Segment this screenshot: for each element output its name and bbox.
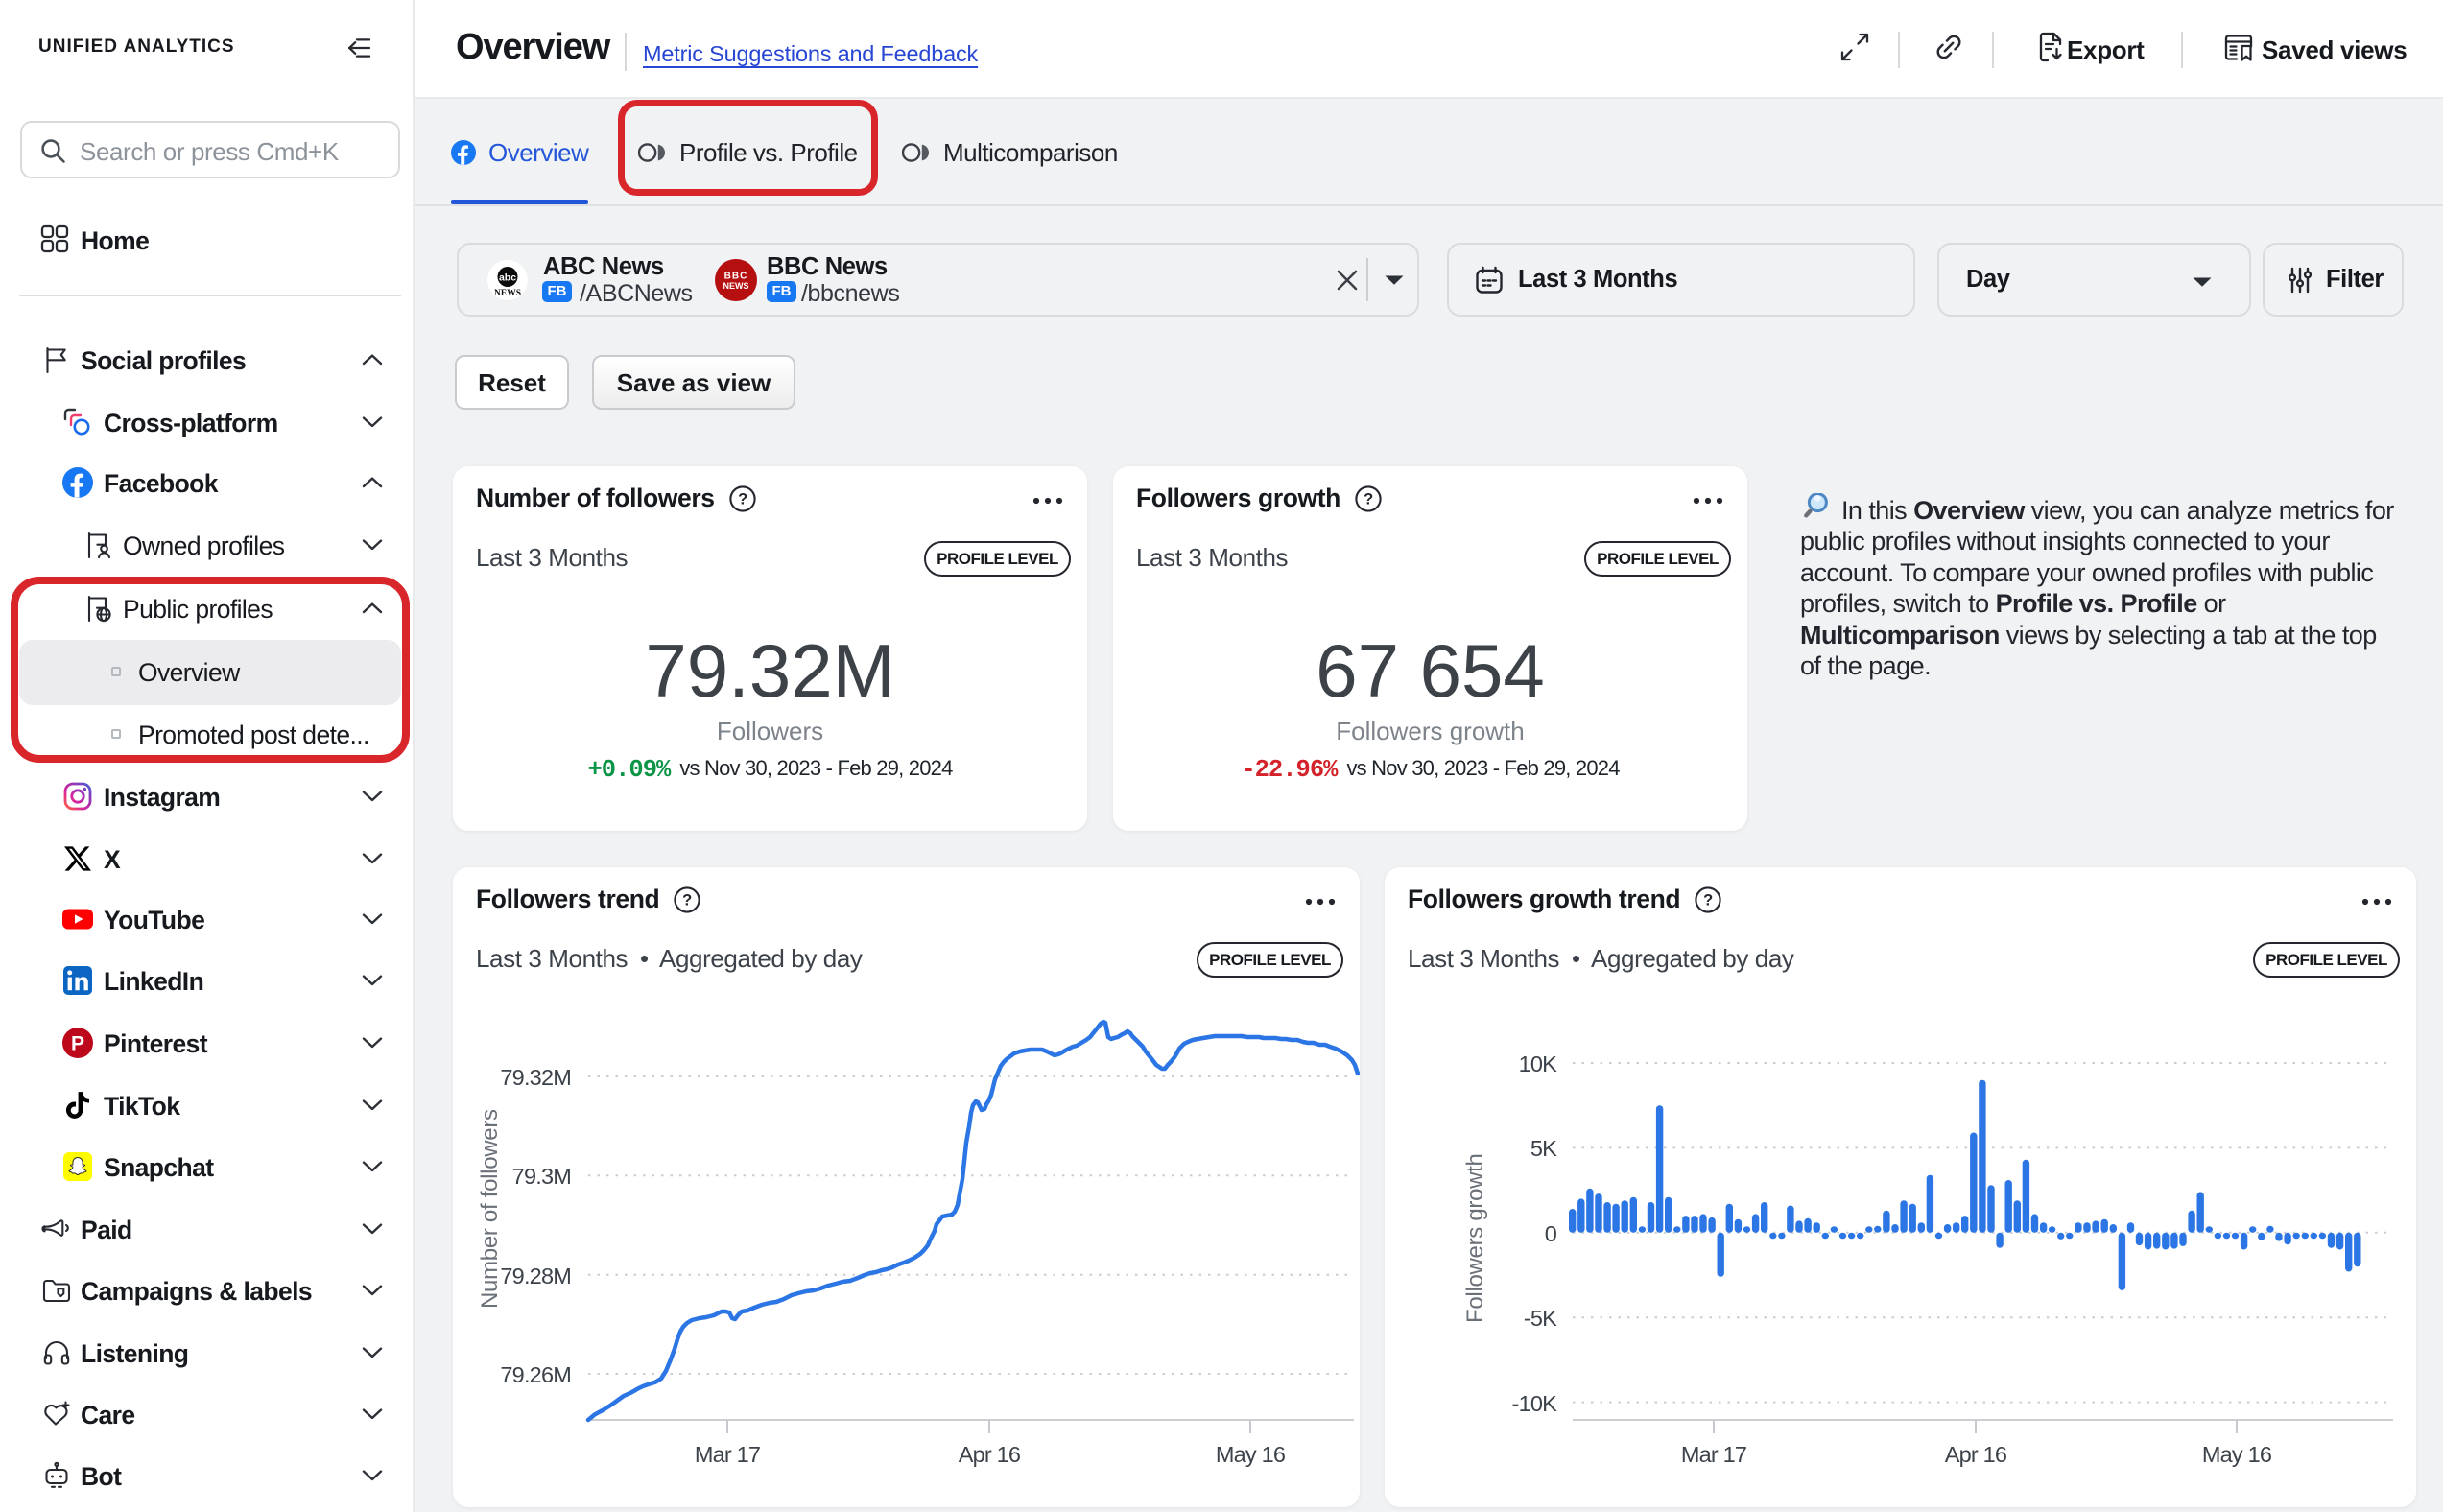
svg-text:Mar 17: Mar 17 bbox=[695, 1442, 760, 1467]
svg-text:Followers growth: Followers growth bbox=[1462, 1153, 1488, 1323]
svg-text:?: ? bbox=[738, 490, 747, 508]
svg-text:79.28M: 79.28M bbox=[500, 1264, 571, 1288]
svg-text:0: 0 bbox=[1545, 1221, 1557, 1246]
svg-text:Apr 16: Apr 16 bbox=[1945, 1442, 2007, 1467]
svg-text:Apr 16: Apr 16 bbox=[959, 1442, 1021, 1467]
svg-text:abc: abc bbox=[499, 272, 516, 284]
svg-text:Mar 17: Mar 17 bbox=[1681, 1442, 1746, 1467]
svg-text:5K: 5K bbox=[1530, 1136, 1557, 1161]
svg-text:Number of followers: Number of followers bbox=[477, 1109, 503, 1309]
svg-text:?: ? bbox=[1703, 891, 1713, 909]
svg-text:May 16: May 16 bbox=[1216, 1442, 1286, 1467]
svg-text:NEWS: NEWS bbox=[494, 289, 521, 298]
svg-text:?: ? bbox=[1364, 490, 1373, 508]
svg-text:-5K: -5K bbox=[1524, 1306, 1557, 1331]
svg-text:May 16: May 16 bbox=[2202, 1442, 2272, 1467]
svg-text:79.3M: 79.3M bbox=[512, 1164, 571, 1189]
svg-text:NEWS: NEWS bbox=[723, 281, 749, 291]
svg-text:10K: 10K bbox=[1519, 1051, 1558, 1076]
svg-text:79.32M: 79.32M bbox=[500, 1065, 571, 1090]
svg-text:79.26M: 79.26M bbox=[500, 1362, 571, 1387]
svg-text:P: P bbox=[71, 1033, 84, 1055]
svg-text:?: ? bbox=[682, 891, 692, 909]
svg-text:BBC: BBC bbox=[724, 272, 748, 282]
svg-text:-10K: -10K bbox=[1512, 1391, 1558, 1416]
